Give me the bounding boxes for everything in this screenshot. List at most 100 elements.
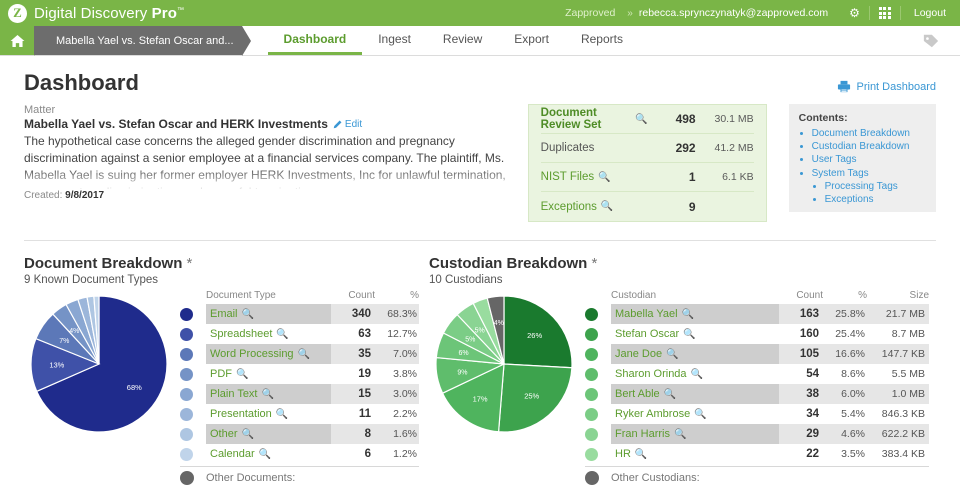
search-icon[interactable]: 🔍: [261, 388, 274, 400]
tag-button[interactable]: [922, 26, 960, 55]
apps-grid-icon[interactable]: [870, 7, 900, 19]
legend-row[interactable]: Plain Text 🔍 15 3.0%: [180, 384, 419, 404]
stat-row-document-review-set[interactable]: Document Review Set 🔍 498 30.1 MB: [540, 105, 754, 134]
legend-item-name[interactable]: PDF 🔍: [206, 364, 331, 384]
legend-item-name[interactable]: Email 🔍: [206, 304, 331, 324]
search-icon[interactable]: 🔍: [241, 308, 254, 320]
logout-button[interactable]: Logout: [913, 7, 946, 19]
pie-slice-label: 4%: [69, 328, 79, 335]
legend-row[interactable]: Calendar 🔍 6 1.2%: [180, 444, 419, 464]
legend-item-name[interactable]: Bert Able 🔍: [611, 384, 779, 404]
contents-item-user-tags[interactable]: User Tags: [812, 153, 926, 166]
legend-item-name[interactable]: Mabella Yael 🔍: [611, 304, 779, 324]
search-icon[interactable]: 🔍: [297, 348, 311, 360]
contents-item-system-tags[interactable]: System Tags Processing Tags Exceptions: [812, 167, 926, 207]
print-dashboard-button[interactable]: Print Dashboard: [837, 80, 936, 93]
search-icon[interactable]: 🔍: [634, 448, 648, 460]
contents-item-label: System Tags: [811, 167, 869, 179]
search-icon[interactable]: 🔍: [276, 328, 289, 340]
stat-row-nist-files[interactable]: NIST Files 🔍 1 6.1 KB: [540, 163, 754, 192]
stat-label-nist-files: NIST Files: [540, 171, 595, 183]
legend-dot-cell: [585, 447, 611, 461]
legend-dot-cell: [180, 387, 206, 401]
legend-row[interactable]: Word Processing 🔍 35 7.0%: [180, 344, 419, 364]
pie-slice-label: 5%: [465, 337, 475, 344]
tab-review[interactable]: Review: [427, 26, 498, 55]
edit-matter-button[interactable]: Edit: [333, 119, 362, 130]
custodian-legend: Custodian Count % Size Mabella Yael 🔍 163 2…: [585, 290, 929, 489]
stat-row-exceptions[interactable]: Exceptions 🔍 9: [541, 192, 754, 221]
legend-item-name[interactable]: Plain Text 🔍: [206, 384, 331, 404]
user-email[interactable]: rebecca.sprynczynatyk@zapproved.com: [638, 7, 829, 19]
custodian-color-dot: [585, 427, 598, 441]
legend-row[interactable]: Fran Harris 🔍 29 4.6% 622.2 KB: [585, 424, 929, 444]
legend-item-name[interactable]: Fran Harris 🔍: [611, 424, 779, 444]
gear-icon[interactable]: ⚙: [849, 6, 860, 20]
search-icon[interactable]: 🔍: [241, 428, 254, 440]
created-label: Created:: [24, 190, 63, 201]
legend-item-label: Sharon Orinda: [615, 368, 687, 380]
search-icon[interactable]: 🔍: [635, 113, 648, 125]
custodian-breakdown-title: Custodian Breakdown *: [429, 255, 929, 272]
legend-row[interactable]: Mabella Yael 🔍 163 25.8% 21.7 MB: [585, 304, 929, 324]
search-icon[interactable]: 🔍: [681, 308, 695, 320]
legend-item-name[interactable]: HR 🔍: [611, 444, 779, 464]
search-icon[interactable]: 🔍: [600, 201, 614, 212]
page-title: Dashboard: [24, 70, 139, 95]
tab-ingest[interactable]: Ingest: [362, 26, 427, 55]
search-icon[interactable]: 🔍: [683, 328, 696, 340]
breadcrumb-matter-chip[interactable]: Mabella Yael vs. Stefan Oscar and...: [34, 26, 251, 56]
contents-item-processing-tags[interactable]: Processing Tags: [825, 180, 926, 193]
search-icon[interactable]: 🔍: [666, 348, 679, 360]
legend-item-label: Fran Harris: [615, 428, 671, 440]
legend-row[interactable]: Stefan Oscar 🔍 160 25.4% 8.7 MB: [585, 324, 929, 344]
nav-tabs: Dashboard Ingest Review Export Reports: [267, 26, 639, 55]
search-icon[interactable]: 🔍: [663, 388, 677, 400]
legend-row[interactable]: HR 🔍 22 3.5% 383.4 KB: [585, 444, 929, 464]
contents-item-custodian-breakdown[interactable]: Custodian Breakdown: [812, 140, 926, 153]
legend-item-size: 846.3 KB: [881, 408, 925, 420]
tab-export-label: Export: [514, 32, 549, 46]
legend-row[interactable]: Jane Doe 🔍 105 16.6% 147.7 KB: [585, 344, 929, 364]
home-button[interactable]: [0, 26, 43, 56]
pie-slice-label: 9%: [457, 369, 467, 376]
contents-item-exceptions[interactable]: Exceptions: [825, 193, 926, 206]
legend-item-name[interactable]: Stefan Oscar 🔍: [611, 324, 779, 344]
stat-name-nist-files: NIST Files 🔍: [541, 171, 648, 183]
legend-row[interactable]: PDF 🔍 19 3.8%: [180, 364, 419, 384]
legend-item-name[interactable]: Other 🔍: [206, 424, 331, 444]
legend-row[interactable]: Sharon Orinda 🔍 54 8.6% 5.5 MB: [585, 364, 929, 384]
contents-item-document-breakdown[interactable]: Document Breakdown: [812, 127, 926, 140]
search-icon[interactable]: 🔍: [598, 171, 611, 183]
legend-row[interactable]: Presentation 🔍 11 2.2%: [180, 404, 419, 424]
stat-name-exceptions: Exceptions 🔍: [541, 201, 648, 213]
legend-row[interactable]: Spreadsheet 🔍 63 12.7%: [180, 324, 419, 344]
legend-item-name[interactable]: Ryker Ambrose 🔍: [611, 404, 779, 424]
search-icon[interactable]: 🔍: [275, 408, 289, 420]
tab-dashboard[interactable]: Dashboard: [267, 26, 363, 55]
other-custodians-row: Other Custodians:: [585, 467, 929, 489]
search-icon[interactable]: 🔍: [236, 368, 249, 380]
section-divider: [24, 240, 936, 241]
matter-name-row: Mabella Yael vs. Stefan Oscar and HERK I…: [24, 117, 512, 131]
legend-row[interactable]: Email 🔍 340 68.3%: [180, 304, 419, 324]
tab-export[interactable]: Export: [498, 26, 565, 55]
legend-item-name[interactable]: Calendar 🔍: [206, 444, 331, 464]
legend-item-name[interactable]: Jane Doe 🔍: [611, 344, 779, 364]
custodian-color-dot: [585, 387, 598, 401]
legend-item-name[interactable]: Presentation 🔍: [206, 404, 331, 424]
legend-item-name[interactable]: Sharon Orinda 🔍: [611, 364, 779, 384]
legend-row[interactable]: Ryker Ambrose 🔍 34 5.4% 846.3 KB: [585, 404, 929, 424]
legend-item-percent: 16.6%: [823, 344, 867, 364]
legend-row[interactable]: Bert Able 🔍 38 6.0% 1.0 MB: [585, 384, 929, 404]
tab-reports[interactable]: Reports: [565, 26, 639, 55]
search-icon[interactable]: 🔍: [690, 368, 703, 380]
search-icon[interactable]: 🔍: [694, 408, 707, 420]
legend-item-name[interactable]: Spreadsheet 🔍: [206, 324, 331, 344]
legend-item-name[interactable]: Word Processing 🔍: [206, 344, 331, 364]
app-logo[interactable]: Z Digital Discovery Pro™: [8, 3, 184, 23]
legend-row[interactable]: Other 🔍 8 1.6%: [180, 424, 419, 444]
search-icon[interactable]: 🔍: [258, 448, 272, 460]
search-icon[interactable]: 🔍: [674, 428, 687, 440]
pie-slice-label: 13%: [49, 361, 64, 370]
